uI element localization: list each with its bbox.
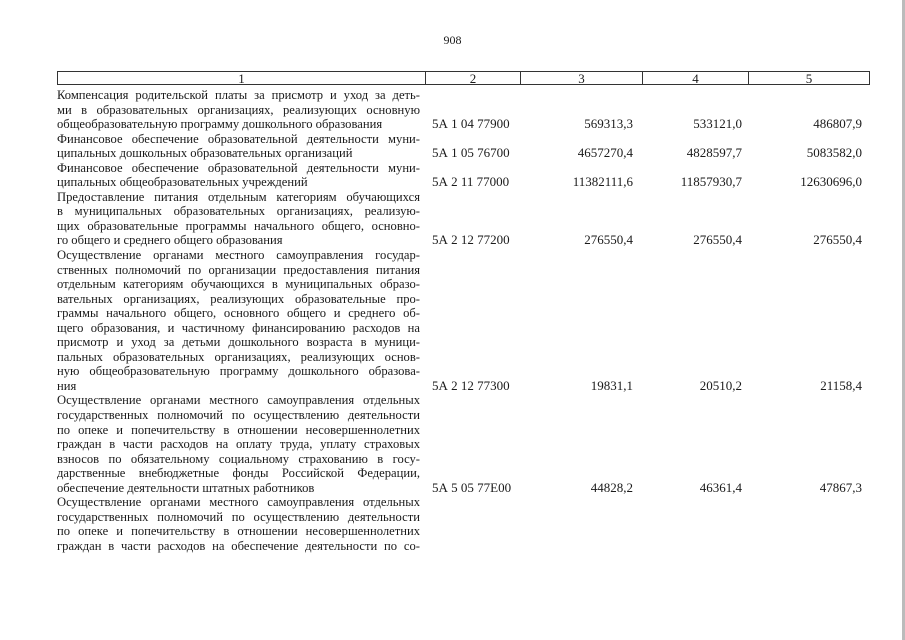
table-row: Осуществление органами местного самоупра… bbox=[57, 393, 862, 495]
table-header: 1 2 3 4 5 bbox=[57, 71, 870, 85]
row-description: Осуществление органами местного самоупра… bbox=[57, 393, 420, 495]
value-col-5: 486807,9 bbox=[813, 116, 862, 132]
page-number: 908 bbox=[443, 33, 462, 47]
description-line: щего образования, и частичному финансиро… bbox=[57, 320, 420, 335]
row-description: Осуществление органами местного самоупра… bbox=[57, 495, 420, 553]
value-col-3: 569313,3 bbox=[584, 116, 633, 132]
value-col-5: 47867,3 bbox=[819, 479, 862, 495]
description-line: по опеке и попечительству в отношении не… bbox=[57, 524, 420, 539]
description-line: Осуществление органами местного самоупра… bbox=[57, 248, 420, 263]
value-col-5: 21158,4 bbox=[820, 377, 862, 393]
description-line: в муниципальных образовательных организа… bbox=[57, 204, 420, 219]
row-description: Компенсация родительской платы за присмо… bbox=[57, 88, 420, 132]
table-row: Финансовое обеспечение образовательной д… bbox=[57, 161, 862, 190]
table-row: Осуществление органами местного самоупра… bbox=[57, 495, 862, 553]
description-line: обеспечение деятельности штатных работни… bbox=[57, 480, 315, 495]
description-line: ния bbox=[57, 378, 77, 393]
description-line: дарственные внебюджетные фонды Российско… bbox=[57, 466, 420, 481]
description-line: граммы начального общего, основного обще… bbox=[57, 306, 420, 321]
description-line: общеобразовательную программу дошкольног… bbox=[57, 117, 383, 132]
description-line: взносов по обязательному социальному стр… bbox=[57, 451, 420, 466]
description-line: по опеке и попечительству в отношении не… bbox=[57, 422, 420, 437]
value-col-4: 4828597,7 bbox=[686, 145, 742, 161]
value-col-4: 46361,4 bbox=[699, 479, 742, 495]
value-col-4: 533121,0 bbox=[693, 116, 742, 132]
scan-edge bbox=[902, 0, 905, 640]
header-col-1: 1 bbox=[58, 72, 426, 85]
header-col-3: 3 bbox=[521, 72, 643, 85]
description-line: ми в образовательных организациях, реали… bbox=[57, 102, 420, 117]
table-row: Финансовое обеспечение образовательной д… bbox=[57, 132, 862, 161]
value-col-4: 276550,4 bbox=[693, 232, 742, 248]
description-line: вательных организациях, реализующих обра… bbox=[57, 291, 420, 306]
row-description: Финансовое обеспечение образовательной д… bbox=[57, 132, 420, 161]
row-description: Осуществление органами местного самоупра… bbox=[57, 248, 420, 393]
value-col-4: 11857930,7 bbox=[680, 174, 742, 190]
row-description: Предоставление питания отдельным категор… bbox=[57, 190, 420, 248]
table-body: Компенсация родительской платы за присмо… bbox=[57, 88, 862, 554]
description-line: щих образовательные программы начального… bbox=[57, 218, 420, 233]
table-row: Компенсация родительской платы за присмо… bbox=[57, 88, 862, 132]
description-line: государственных полномочий по осуществле… bbox=[57, 509, 420, 524]
value-col-4: 20510,2 bbox=[699, 377, 742, 393]
value-col-3: 276550,4 bbox=[584, 232, 633, 248]
value-col-5: 12630696,0 bbox=[800, 174, 862, 190]
value-col-5: 5083582,0 bbox=[806, 145, 862, 161]
header-col-5: 5 bbox=[805, 71, 813, 86]
description-line: го общего и среднего общего образования bbox=[57, 233, 283, 248]
description-line: граждан в части расходов на оплату труда… bbox=[57, 437, 420, 452]
table-row: Предоставление питания отдельным категор… bbox=[57, 190, 862, 248]
description-line: Финансовое обеспечение образовательной д… bbox=[57, 131, 420, 146]
description-line: Осуществление органами местного самоупра… bbox=[57, 495, 420, 510]
value-col-3: 19831,1 bbox=[590, 377, 633, 393]
description-line: ственных полномочий по организации предо… bbox=[57, 262, 420, 277]
description-line: граждан в части расходов на обеспечение … bbox=[57, 538, 420, 553]
description-line: отдельным категориям обучающихся в муниц… bbox=[57, 277, 420, 292]
description-line: ципальных общеобразовательных учреждений bbox=[57, 175, 308, 190]
value-col-5: 276550,4 bbox=[813, 232, 862, 248]
row-code: 5А 5 05 77Е00 bbox=[432, 479, 512, 495]
row-code: 5А 2 11 77000 bbox=[432, 174, 510, 190]
description-line: Компенсация родительской платы за присмо… bbox=[57, 88, 420, 102]
header-col-4: 4 bbox=[643, 72, 749, 85]
row-code: 5А 1 05 76700 bbox=[432, 145, 510, 161]
description-line: пальных образовательных организациях, ре… bbox=[57, 349, 420, 364]
value-col-3: 4657270,4 bbox=[577, 145, 633, 161]
description-line: Осуществление органами местного самоупра… bbox=[57, 393, 420, 408]
value-col-3: 11382111,6 bbox=[572, 174, 633, 190]
row-code: 5А 1 04 77900 bbox=[432, 116, 510, 132]
description-line: ную общеобразовательную программу дошкол… bbox=[57, 364, 420, 379]
description-line: присмотр и уход за детьми дошкольного во… bbox=[57, 335, 420, 350]
table-row: Осуществление органами местного самоупра… bbox=[57, 248, 862, 393]
row-code: 5А 2 12 77200 bbox=[432, 232, 510, 248]
description-line: Финансовое обеспечение образовательной д… bbox=[57, 160, 420, 175]
header-col-2: 2 bbox=[426, 72, 521, 85]
description-line: ципальных дошкольных образовательных орг… bbox=[57, 146, 353, 161]
row-description: Финансовое обеспечение образовательной д… bbox=[57, 161, 420, 190]
description-line: государственных полномочий по осуществле… bbox=[57, 408, 420, 423]
description-line: Предоставление питания отдельным категор… bbox=[57, 189, 420, 204]
value-col-3: 44828,2 bbox=[590, 479, 633, 495]
row-code: 5А 2 12 77300 bbox=[432, 377, 510, 393]
